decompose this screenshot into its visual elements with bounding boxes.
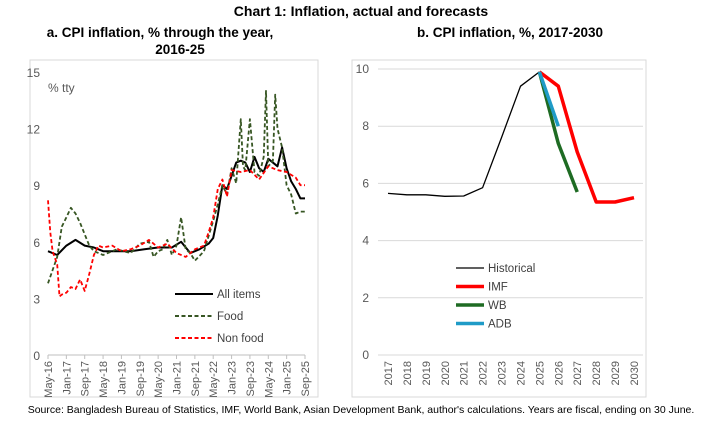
panel-b-plot: 0 2 4 6 8 10 2017 2018 2019 2020 2021 2022 2023 2024 2… [356, 62, 643, 385]
series-line-all-items [47, 146, 305, 256]
y-tick-label: 10 [356, 62, 370, 76]
x-tick-label: Jan-23 [227, 361, 239, 395]
series-line-food [47, 90, 305, 284]
x-tick-label: 2018 [402, 361, 414, 385]
series-line-non-food [47, 165, 305, 298]
x-tick-label: Sep-19 [135, 361, 147, 396]
x-tick-label: May-16 [43, 361, 55, 398]
x-tick-label: May-22 [208, 361, 220, 398]
x-tick-label: 2023 [497, 361, 509, 385]
y-tick-label: 15 [27, 66, 41, 80]
y-tick-label: 0 [33, 349, 40, 363]
legend-label: ADB [488, 319, 512, 331]
source-note: Source: Bangladesh Bureau of Statistics,… [28, 404, 695, 416]
x-tick-label: May-18 [98, 361, 110, 398]
x-tick-label: 2029 [610, 361, 622, 385]
panel-b-frame [351, 59, 647, 398]
x-tick-label: 2019 [421, 361, 433, 385]
x-tick-label: 2030 [629, 361, 641, 385]
panel-a-frame [29, 59, 319, 398]
chart-title: Chart 1: Inflation, actual and forecasts [234, 3, 489, 19]
y-tick-label: 2 [362, 291, 369, 305]
y-axis-unit-label: % tty [48, 81, 75, 95]
y-tick-label: 0 [362, 348, 369, 362]
series-line-imf [538, 70, 635, 204]
series-line-adb [537, 71, 560, 127]
x-tick-label: 2025 [534, 361, 546, 385]
legend-label: Historical [488, 263, 535, 275]
x-tick-label: 2024 [515, 361, 527, 385]
x-tick-label: 2017 [383, 361, 395, 385]
y-tick-label: 6 [362, 176, 369, 190]
x-tick-label: May-20 [153, 361, 165, 398]
legend-label: Non food [217, 333, 264, 345]
x-tick-label: Sep-23 [245, 361, 257, 396]
x-tick-label: May-24 [263, 361, 275, 398]
x-tick-label: 2027 [572, 361, 584, 385]
x-tick-label: Sep-25 [300, 361, 312, 396]
y-tick-label: 6 [33, 236, 40, 250]
x-tick-label: 2028 [591, 361, 603, 385]
x-tick-label: Sep-17 [80, 361, 92, 396]
series-line-wb [537, 71, 579, 193]
panel-a-subtitle-line1: a. CPI inflation, % through the year, [47, 25, 274, 40]
panel-a-plot: 0 3 6 9 12 15 % tty May-16 Jan-17 Sep-17 May-18 Jan… [27, 66, 312, 398]
y-tick-label: 12 [27, 123, 41, 137]
x-tick-label: 2020 [440, 361, 452, 385]
x-tick-label: 2022 [478, 361, 490, 385]
panel-a-subtitle-line2: 2016-25 [155, 42, 205, 57]
panel-b-subtitle: b. CPI inflation, %, 2017-2030 [417, 25, 603, 40]
y-tick-label: 9 [33, 179, 40, 193]
series-line-historical [387, 71, 540, 197]
x-tick-label: Sep-21 [190, 361, 202, 396]
y-tick-label: 8 [362, 119, 369, 133]
legend-label: WB [488, 300, 507, 312]
legend-label: IMF [488, 282, 508, 294]
legend-label: All items [217, 289, 261, 301]
x-tick-label: 2021 [459, 361, 471, 385]
x-tick-label: Jan-17 [61, 361, 73, 395]
x-tick-label: Jan-19 [116, 361, 128, 395]
legend-label: Food [217, 311, 243, 323]
x-tick-label: Jan-25 [282, 361, 294, 395]
y-tick-label: 3 [33, 292, 40, 306]
y-tick-label: 4 [362, 234, 369, 248]
x-tick-label: 2026 [553, 361, 565, 385]
x-tick-label: Jan-21 [172, 361, 184, 395]
